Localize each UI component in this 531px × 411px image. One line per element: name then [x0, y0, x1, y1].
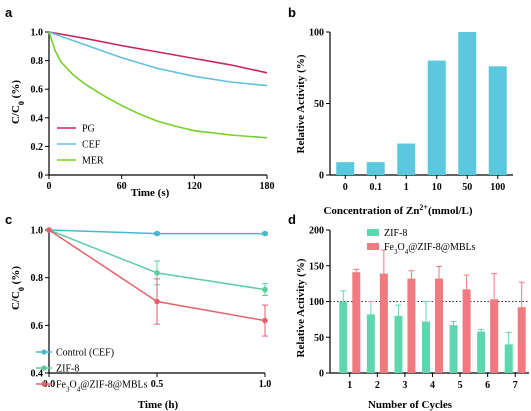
- chart-d-ytick-label-0: 0: [319, 369, 324, 380]
- chart-d-xtick-label-6: 7: [513, 380, 518, 391]
- chart-d-ytick-label-2: 100: [309, 297, 324, 308]
- chart-b-ytick-label-1: 50: [314, 99, 324, 110]
- chart-a-legend-cef-label: CEF: [82, 140, 101, 151]
- chart-c-legend: Control (CEF) ZIF-8 Fe3O4@ZIF-8@MBLs: [36, 348, 148, 394]
- chart-d-xtick-label-0: 1: [347, 380, 352, 391]
- chart-a-xtick-label-0: 0: [47, 181, 52, 192]
- legend-c-control-label: Control (CEF): [56, 348, 114, 359]
- chart-a-ytick-label-4: 0.8: [31, 56, 44, 67]
- chart-a-ytick-label-5: 1.0: [31, 28, 44, 39]
- chart-a-xtick-label-3: 180: [260, 181, 275, 192]
- chart-b-bar-4: [458, 32, 477, 175]
- chart-c-ylabel: C/C0 (%): [10, 266, 26, 310]
- chart-a-ytick-label-0: 0: [38, 171, 43, 182]
- chart-d: 0 50 100 150 200 1 2 3 4 5 6 7: [309, 226, 529, 391]
- chart-d-bar-zif-6: [504, 344, 513, 373]
- chart-d-bar-zif-2: [394, 315, 403, 373]
- chart-d-bar-fe-0: [352, 272, 361, 373]
- legend-d-fe-swatch: [367, 243, 379, 250]
- panel-label-c: c: [5, 212, 12, 227]
- chart-c-ytick-label-2: 0.8: [31, 273, 44, 284]
- chart-d-bar-fe-1: [379, 273, 388, 373]
- chart-d-xtick-label-1: 2: [375, 380, 380, 391]
- chart-b-xtick-label-0: 0: [343, 182, 348, 193]
- chart-d-bar-fe-5: [490, 299, 499, 373]
- panel-label-a: a: [5, 5, 13, 20]
- chart-c-series-zif-point-2: [262, 286, 268, 293]
- legend-c-fe-marker: [41, 381, 47, 387]
- chart-b-ylabel: Relative Activity (%): [295, 54, 307, 153]
- chart-a-xtick-label-1: 60: [117, 181, 127, 192]
- chart-d-bar-fe-2: [407, 278, 416, 373]
- chart-b-bar-3: [427, 60, 446, 175]
- panel-label-d: d: [288, 212, 296, 227]
- chart-a-series-pg-line: [48, 31, 268, 74]
- chart-c-series-fe-point-2: [262, 317, 268, 324]
- chart-c-series-control-point-2: [262, 230, 268, 237]
- chart-b-xtick-label-4: 50: [462, 182, 472, 193]
- chart-c-series-fe-point-1: [154, 298, 160, 305]
- chart-a-series-cef-line: [48, 31, 268, 87]
- chart-b-xlabel: Concentration of Zn2+(mmol/L): [323, 203, 472, 218]
- chart-c-xtick-label-2: 1.0: [259, 379, 272, 390]
- chart-a-ytick-label-1: 0.2: [31, 142, 44, 153]
- chart-c-series-fe-point-0: [46, 227, 52, 233]
- chart-c-series-zif-point-1: [154, 270, 160, 276]
- chart-c-ytick-label-0: 0.4: [31, 369, 44, 380]
- chart-c-ytick-label-3: 1.0: [31, 226, 44, 237]
- chart-d-xtick-label-2: 3: [402, 380, 407, 391]
- legend-c-control-marker: [41, 349, 47, 355]
- chart-d-bar-zif-0: [339, 301, 348, 373]
- chart-d-xtick-label-4: 5: [458, 380, 463, 391]
- chart-d-bar-zif-3: [422, 321, 430, 373]
- chart-a-ylabel: C/C0 (%): [10, 80, 26, 124]
- chart-a-ytick-label-2: 0.4: [31, 113, 44, 124]
- legend-d-fe-label: Fe3O4@ZIF-8@MBLs: [384, 242, 476, 256]
- chart-d-xtick-label-3: 4: [430, 380, 435, 391]
- chart-b-xtick-label-3: 10: [432, 182, 442, 193]
- chart-d-bar-fe-3: [435, 278, 443, 373]
- chart-b-ytick-label-0: 0: [319, 171, 324, 182]
- legend-d-zif-swatch: [367, 229, 379, 236]
- chart-b-xtick-label-2: 1: [404, 182, 409, 193]
- chart-b-ytick-label-2: 100: [309, 28, 324, 39]
- chart-d-ytick-label-4: 200: [309, 226, 324, 237]
- chart-b-xtick-label-1: 0.1: [370, 182, 383, 193]
- chart-c-series-control-point-1: [154, 230, 160, 237]
- chart-d-xlabel: Number of Cycles: [368, 399, 453, 411]
- chart-a-ytick-label-3: 0.6: [31, 85, 44, 96]
- chart-d-ylabel: Relative Activity (%): [295, 258, 307, 357]
- chart-b-bar-5: [488, 66, 507, 175]
- chart-d-bar-zif-1: [366, 314, 375, 373]
- chart-a-series-mer-line: [48, 31, 268, 139]
- chart-a-xlabel: Time (s): [131, 187, 170, 199]
- chart-d-ytick-label-3: 150: [309, 261, 324, 272]
- legend-c-zif-marker: [41, 365, 47, 371]
- chart-d-bar-zif-4: [449, 325, 458, 373]
- chart-b-bar-0: [336, 162, 355, 175]
- chart-a-xtick-label-2: 120: [187, 181, 202, 192]
- chart-a-legend-mer-label: MER: [82, 156, 104, 167]
- chart-c-xtick-label-1: 0.5: [151, 379, 164, 390]
- chart-b: 0 50 100 0 0.1 1 10 50 100: [309, 28, 513, 193]
- chart-a-legend-pg-label: PG: [82, 124, 95, 135]
- chart-c: 0.40.60.81.00.0 0.5 1.0: [31, 226, 272, 391]
- chart-b-bar-1: [366, 162, 385, 175]
- chart-d-legend: ZIF-8 Fe3O4@ZIF-8@MBLs: [367, 228, 476, 256]
- legend-c-zif-label: ZIF-8: [56, 364, 79, 375]
- panel-label-b: b: [288, 5, 296, 20]
- legend-c-fe-label: Fe3O4@ZIF-8@MBLs: [56, 380, 148, 394]
- legend-d-zif-label: ZIF-8: [384, 228, 407, 239]
- chart-d-bar-zif-5: [477, 331, 486, 373]
- chart-d-bar-fe-6: [517, 307, 526, 373]
- chart-b-bar-2: [397, 143, 416, 175]
- chart-a: 0 0.2 0.4 0.6 0.8 1.0 0 60 120 180 PG CEF MER: [31, 28, 275, 193]
- chart-d-xtick-label-5: 6: [485, 380, 490, 391]
- chart-b-xtick-label-5: 100: [490, 182, 505, 193]
- chart-d-ytick-label-1: 50: [314, 333, 324, 344]
- chart-c-xlabel: Time (h): [138, 399, 179, 411]
- chart-d-bar-fe-4: [462, 289, 471, 373]
- chart-c-ytick-label-1: 0.6: [31, 321, 44, 332]
